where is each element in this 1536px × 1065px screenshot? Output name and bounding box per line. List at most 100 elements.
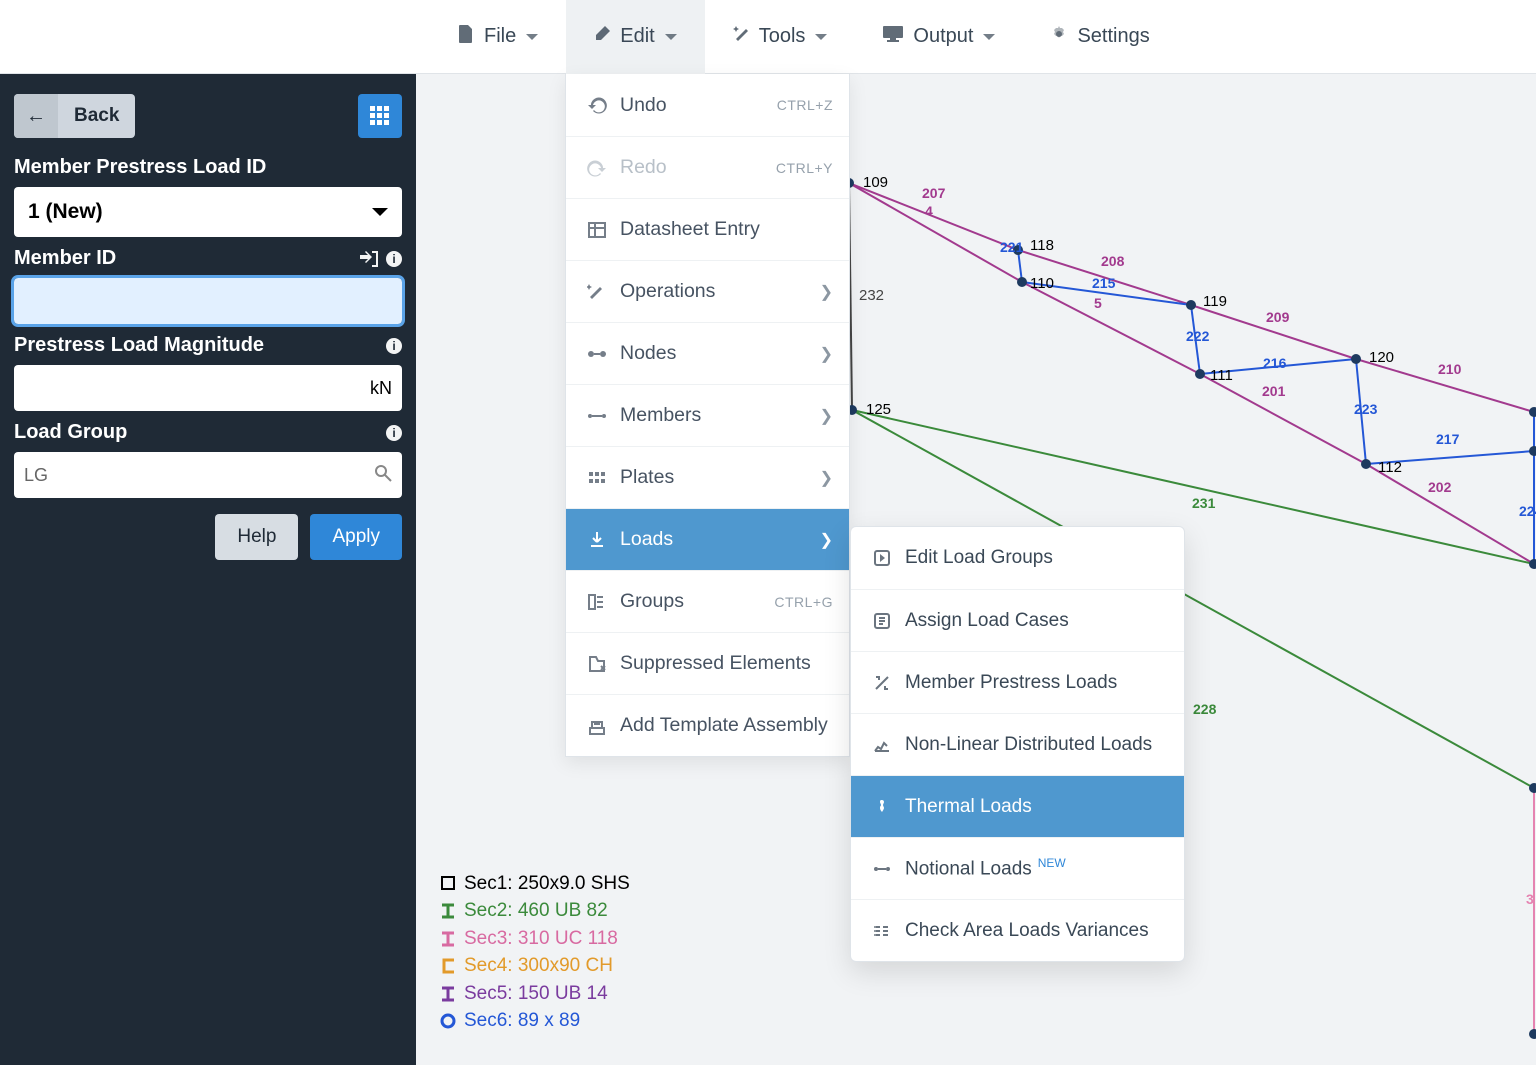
svg-text:208: 208 — [1101, 253, 1125, 269]
topbar-item-edit[interactable]: Edit — [566, 0, 704, 74]
operations-icon — [584, 282, 610, 302]
arrow-left-icon: ← — [14, 94, 58, 138]
caret-icon — [665, 25, 677, 48]
load-group-field[interactable] — [24, 465, 392, 486]
svg-text:125: 125 — [866, 401, 891, 418]
caret-icon — [983, 25, 995, 48]
chevron-right-icon: ❯ — [820, 344, 833, 364]
svg-text:i: i — [392, 426, 395, 440]
input-member-id[interactable] — [14, 278, 402, 324]
loads-submenu-check-area[interactable]: Check Area Loads Variances — [851, 899, 1184, 961]
svg-text:223: 223 — [1354, 401, 1378, 417]
info-icon[interactable]: i — [386, 338, 402, 354]
svg-text:109: 109 — [863, 174, 888, 191]
plates-icon — [584, 468, 610, 488]
gear-icon — [1051, 25, 1067, 48]
svg-text:202: 202 — [1428, 479, 1452, 495]
loads-icon — [584, 530, 610, 550]
member-id-field[interactable] — [24, 291, 392, 312]
svg-text:118: 118 — [1030, 237, 1054, 254]
datasheet-icon — [584, 220, 610, 240]
submenu-label: Notional LoadsNEW — [905, 856, 1066, 880]
menu-label: Operations — [620, 280, 715, 303]
edit-menu-plates[interactable]: Plates❯ — [566, 446, 849, 508]
magnitude-field[interactable] — [24, 378, 392, 399]
svg-text:210: 210 — [1438, 361, 1462, 377]
svg-text:215: 215 — [1092, 275, 1116, 291]
topbar-item-settings[interactable]: Settings — [1023, 0, 1177, 74]
menu-label: Members — [620, 404, 701, 427]
pencil-icon — [594, 25, 610, 48]
loads-submenu-edit-lg[interactable]: Edit Load Groups — [851, 527, 1184, 589]
menu-label: Datasheet Entry — [620, 218, 760, 241]
apply-button[interactable]: Apply — [310, 514, 402, 560]
svg-text:5: 5 — [1094, 295, 1102, 311]
chevron-right-icon: ❯ — [820, 282, 833, 302]
chevron-right-icon: ❯ — [820, 468, 833, 488]
submenu-label: Assign Load Cases — [905, 610, 1069, 632]
topbar-label: Edit — [620, 25, 654, 48]
file-icon — [458, 25, 474, 49]
submenu-label: Member Prestress Loads — [905, 672, 1117, 694]
info-icon[interactable]: i — [386, 425, 402, 441]
legend-row: Sec2: 460 UB 82 — [440, 897, 630, 925]
menu-label: Nodes — [620, 342, 676, 365]
svg-text:207: 207 — [922, 185, 946, 201]
sidebar: ← Back Member Prestress Load ID 1 (New) … — [0, 74, 416, 1065]
legend-swatch — [440, 931, 456, 947]
legend-row: Sec3: 310 UC 118 — [440, 925, 630, 953]
notional-icon — [869, 859, 895, 879]
template-icon — [584, 716, 610, 736]
help-button[interactable]: Help — [215, 514, 298, 560]
svg-text:119: 119 — [1203, 293, 1227, 310]
loads-submenu-notional[interactable]: Notional LoadsNEW — [851, 837, 1184, 899]
grid-toggle-button[interactable] — [358, 94, 402, 138]
search-icon[interactable] — [374, 464, 392, 487]
topbar-item-output[interactable]: Output — [855, 0, 1023, 74]
edit-menu-suppressed[interactable]: Suppressed Elements — [566, 632, 849, 694]
loads-submenu-thermal[interactable]: Thermal Loads — [851, 775, 1184, 837]
svg-text:228: 228 — [1193, 701, 1217, 717]
loads-submenu-assign-lc[interactable]: Assign Load Cases — [851, 589, 1184, 651]
svg-text:110: 110 — [1030, 275, 1054, 292]
topbar-label: Output — [913, 25, 973, 48]
legend-swatch — [440, 958, 456, 974]
unit-label: kN — [370, 378, 392, 399]
edit-menu-undo[interactable]: UndoCTRL+Z — [566, 74, 849, 136]
loads-submenu: Edit Load Groups Assign Load Cases Member … — [850, 526, 1185, 962]
menu-label: Suppressed Elements — [620, 652, 811, 675]
groups-icon — [584, 592, 610, 612]
svg-text:120: 120 — [1369, 349, 1394, 366]
edit-menu-operations[interactable]: Operations ❯ — [566, 260, 849, 322]
shortcut: CTRL+Y — [776, 160, 833, 176]
back-button[interactable]: ← Back — [14, 94, 135, 138]
edit-menu-groups[interactable]: GroupsCTRL+G — [566, 570, 849, 632]
menu-label: Add Template Assembly — [620, 714, 828, 737]
menu-label: Undo — [620, 94, 667, 117]
member-pre-icon — [869, 673, 895, 693]
topbar-item-file[interactable]: File — [430, 0, 566, 74]
svg-text:i: i — [392, 252, 395, 266]
topbar-item-tools[interactable]: Tools — [705, 0, 856, 74]
edit-menu-nodes[interactable]: Nodes ❯ — [566, 322, 849, 384]
input-magnitude[interactable]: kN — [14, 365, 402, 411]
svg-text:209: 209 — [1266, 309, 1290, 325]
edit-menu-datasheet[interactable]: Datasheet Entry — [566, 198, 849, 260]
svg-text:224: 224 — [1519, 503, 1536, 519]
edit-menu-members[interactable]: Members❯ — [566, 384, 849, 446]
edit-menu-template[interactable]: Add Template Assembly — [566, 694, 849, 756]
loads-submenu-nonlinear[interactable]: Non-Linear Distributed Loads — [851, 713, 1184, 775]
submenu-label: Thermal Loads — [905, 796, 1032, 818]
loads-submenu-member-pre[interactable]: Member Prestress Loads — [851, 651, 1184, 713]
svg-text:221: 221 — [1000, 239, 1024, 255]
select-load-id[interactable]: 1 (New) — [14, 187, 402, 237]
svg-text:232: 232 — [859, 287, 884, 304]
edit-menu-loads[interactable]: Loads❯ — [566, 508, 849, 570]
info-icon[interactable]: i — [386, 251, 402, 267]
import-icon[interactable] — [360, 251, 378, 267]
svg-text:111: 111 — [1210, 367, 1233, 384]
input-load-group[interactable] — [14, 452, 402, 498]
legend-swatch — [440, 1013, 456, 1029]
submenu-label: Check Area Loads Variances — [905, 920, 1149, 942]
edit-menu-redo[interactable]: RedoCTRL+Y — [566, 136, 849, 198]
